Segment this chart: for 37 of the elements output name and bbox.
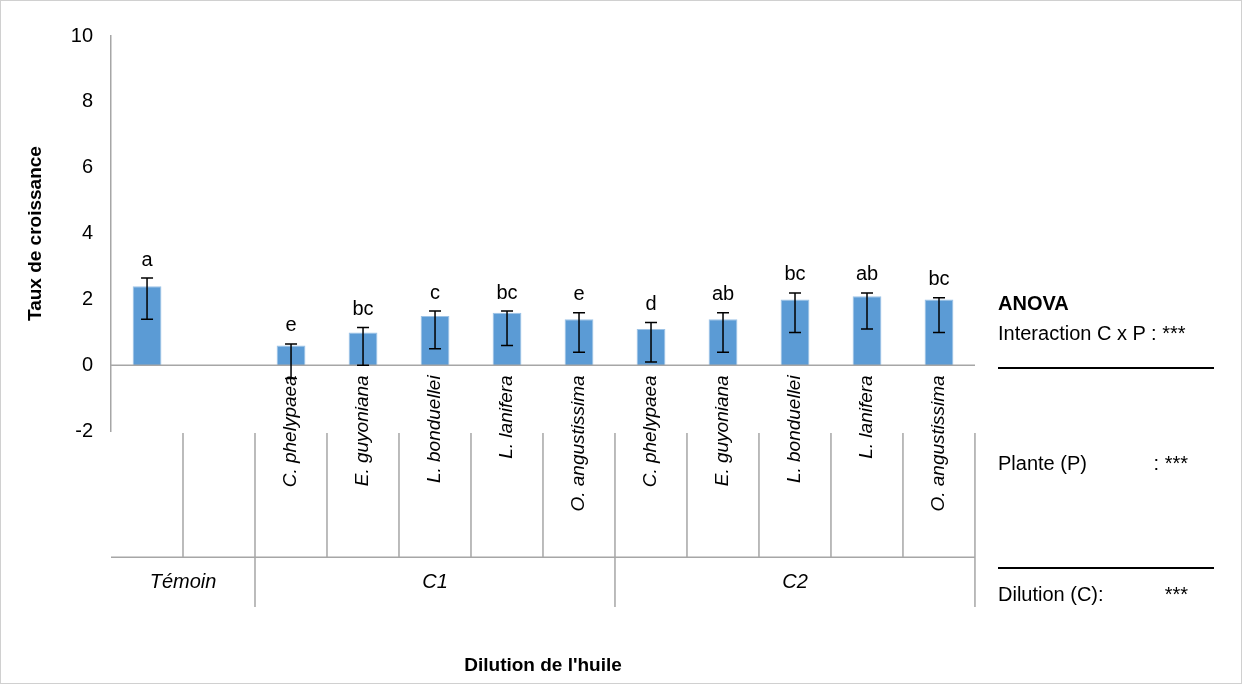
data-label: c: [430, 280, 441, 303]
data-label: e: [573, 282, 585, 305]
y-axis-title: Taux de croissance: [23, 146, 45, 322]
y-tick-label: 4: [81, 221, 94, 244]
data-label: ab: [855, 262, 879, 285]
x-tick-label: O. angustissima: [927, 375, 949, 512]
data-label: a: [141, 247, 154, 270]
text: Dilution (C): ***: [998, 583, 1189, 606]
data-label: bc: [496, 280, 518, 303]
x-tick-label: L. bonduellei: [783, 374, 805, 484]
data-label: bc: [928, 267, 950, 290]
text: C2: [782, 569, 808, 592]
text: Plante (P) : ***: [998, 452, 1189, 475]
text: Dilution de l'huile: [464, 653, 622, 675]
data-label: bc: [352, 296, 374, 319]
text: ANOVA: [998, 292, 1069, 315]
x-tick-label: L. bonduellei: [423, 374, 445, 484]
text: Interaction C x P : ***: [998, 322, 1186, 345]
y-tick-label: 8: [81, 89, 94, 112]
y-tick-label: 0: [81, 352, 94, 375]
data-label: e: [285, 313, 297, 336]
data-label: bc: [784, 262, 806, 285]
x-tick-label: E. guyoniana: [711, 375, 733, 487]
text: Témoin: [149, 569, 217, 592]
x-tick-label: E. guyoniana: [351, 375, 373, 487]
x-tick-label: C. phelypaea: [639, 375, 661, 488]
data-label: d: [645, 292, 657, 315]
y-tick-label: 6: [81, 155, 94, 178]
x-tick-label: O. angustissima: [567, 375, 589, 512]
x-tick-label: L. lanifera: [855, 375, 877, 459]
y-tick-label: -2: [75, 418, 94, 441]
y-tick-label: 2: [81, 286, 94, 309]
y-tick-label: 10: [70, 23, 94, 46]
data-label: ab: [711, 282, 735, 305]
x-tick-label: L. lanifera: [495, 375, 517, 459]
text: C1: [422, 569, 448, 592]
x-tick-label: C. phelypaea: [279, 375, 301, 488]
